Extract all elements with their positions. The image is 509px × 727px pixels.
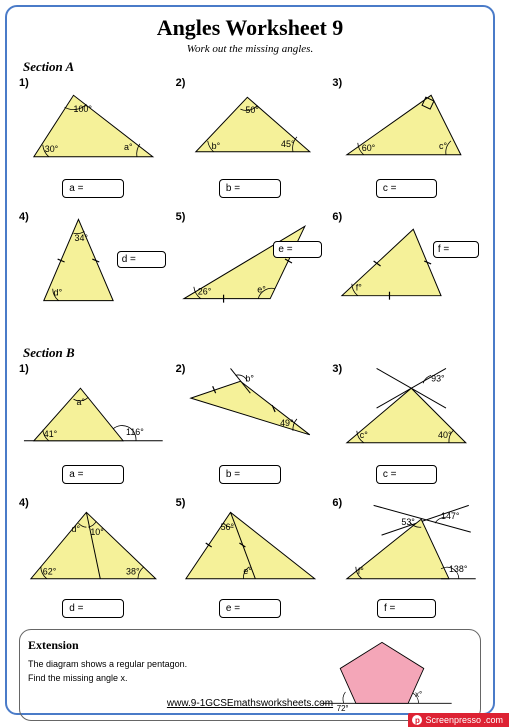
answer-input-bd[interactable] [87, 603, 117, 614]
worksheet-page: Angles Worksheet 9 Work out the missing … [5, 5, 495, 715]
extension-heading: Extension [28, 638, 282, 653]
figure: f° [332, 211, 481, 311]
answer-input-d[interactable] [139, 254, 161, 265]
question-a2: 2) 50° 45° b° b = [176, 77, 325, 207]
answer-input-ba[interactable] [87, 469, 117, 480]
section-b-grid: 1) 41° a° 116° a = 2) [19, 363, 481, 627]
svg-text:d°: d° [54, 288, 63, 298]
figure: 26° e° [176, 211, 325, 311]
figure: 60° c° [332, 77, 481, 177]
question-b4: 4) 62° 38° 10° d° d = [19, 497, 168, 627]
question-a5: 5) 26° e° e = [176, 211, 325, 341]
answer-box-e: e = [273, 241, 322, 258]
question-a4: 4) 34° d° d = [19, 211, 168, 341]
answer-input-f[interactable] [452, 244, 474, 255]
svg-text:c°: c° [360, 430, 368, 440]
svg-text:b°: b° [245, 373, 254, 383]
svg-text:40°: 40° [438, 430, 452, 440]
question-b6: 6) 53° 147° 138° f° f = [332, 497, 481, 627]
page-title: Angles Worksheet 9 [19, 15, 481, 41]
svg-text:a°: a° [124, 142, 133, 152]
answer-input-c[interactable] [400, 183, 430, 194]
page-subtitle: Work out the missing angles. [19, 43, 481, 55]
figure: 53° 147° 138° f° [332, 497, 481, 597]
svg-text:38°: 38° [126, 567, 140, 577]
svg-text:100°: 100° [74, 104, 93, 114]
svg-text:d°: d° [72, 524, 81, 534]
svg-text:138°: 138° [449, 564, 468, 574]
answer-input-be[interactable] [244, 603, 274, 614]
figure: 93° 40° c° [332, 363, 481, 463]
extension-line1: The diagram shows a regular pentagon. [28, 659, 282, 669]
svg-text:56°: 56° [220, 522, 234, 532]
svg-text:a°: a° [76, 397, 85, 407]
answer-box-a: a = [62, 179, 124, 198]
question-b2: 2) b° 49° b = [176, 363, 325, 493]
answer-input-bf[interactable] [399, 603, 429, 614]
question-b1: 1) 41° a° 116° a = [19, 363, 168, 493]
badge-text: Screenpresso .com [425, 715, 503, 725]
answer-input-bb[interactable] [244, 469, 274, 480]
answer-input-a[interactable] [87, 183, 117, 194]
svg-text:30°: 30° [45, 144, 59, 154]
question-b3: 3) 93° 40° c° c = [332, 363, 481, 493]
answer-box-b: b = [219, 179, 281, 198]
svg-text:b°: b° [211, 141, 220, 151]
screenpresso-icon: p [412, 715, 422, 725]
figure: b° 49° [176, 363, 325, 463]
svg-text:10°: 10° [90, 527, 104, 537]
section-a-label: Section A [23, 59, 481, 75]
question-b5: 5) 56° e° e = [176, 497, 325, 627]
answer-input-e[interactable] [295, 244, 317, 255]
svg-text:60°: 60° [362, 143, 376, 153]
figure: 100° 30° a° [19, 77, 168, 177]
svg-text:e°: e° [243, 566, 252, 576]
screenpresso-badge: p Screenpresso .com [408, 713, 509, 727]
answer-box-c: c = [376, 179, 438, 198]
svg-text:41°: 41° [44, 429, 58, 439]
svg-text:e°: e° [257, 285, 266, 295]
figure: 41° a° 116° [19, 363, 168, 463]
section-b-label: Section B [23, 345, 481, 361]
question-a1: 1) 100° 30° a° a = [19, 77, 168, 207]
answer-box-f: f = [433, 241, 479, 258]
svg-text:f°: f° [358, 566, 364, 576]
answer-box-bb: b = [219, 465, 281, 484]
question-a3: 3) 60° c° c = [332, 77, 481, 207]
svg-text:116°: 116° [126, 427, 144, 437]
answer-input-b[interactable] [244, 183, 274, 194]
answer-box-be: e = [219, 599, 281, 618]
svg-text:93°: 93° [431, 373, 445, 383]
answer-box-d: d = [117, 251, 166, 268]
answer-box-bf: f = [377, 599, 436, 618]
svg-text:53°: 53° [402, 517, 416, 527]
question-a6: 6) f° f = [332, 211, 481, 341]
svg-text:49°: 49° [280, 418, 294, 428]
answer-box-bc: c = [376, 465, 438, 484]
svg-text:34°: 34° [74, 233, 88, 243]
svg-text:62°: 62° [43, 567, 57, 577]
figure: 56° e° [176, 497, 325, 597]
svg-text:c°: c° [439, 141, 447, 151]
svg-text:f°: f° [356, 283, 362, 293]
svg-text:45°: 45° [281, 139, 295, 149]
svg-text:26°: 26° [197, 287, 211, 297]
section-a-grid: 1) 100° 30° a° a = 2) [19, 77, 481, 341]
svg-text:50°: 50° [245, 105, 259, 115]
footer-link[interactable]: www.9-1GCSEmathsworksheets.com [7, 698, 493, 709]
svg-text:147°: 147° [441, 511, 460, 521]
answer-input-bc[interactable] [400, 469, 430, 480]
answer-box-ba: a = [62, 465, 124, 484]
figure: 62° 38° 10° d° [19, 497, 168, 597]
extension-line2: Find the missing angle x. [28, 673, 282, 683]
figure: 50° 45° b° [176, 77, 325, 177]
answer-box-bd: d = [62, 599, 124, 618]
